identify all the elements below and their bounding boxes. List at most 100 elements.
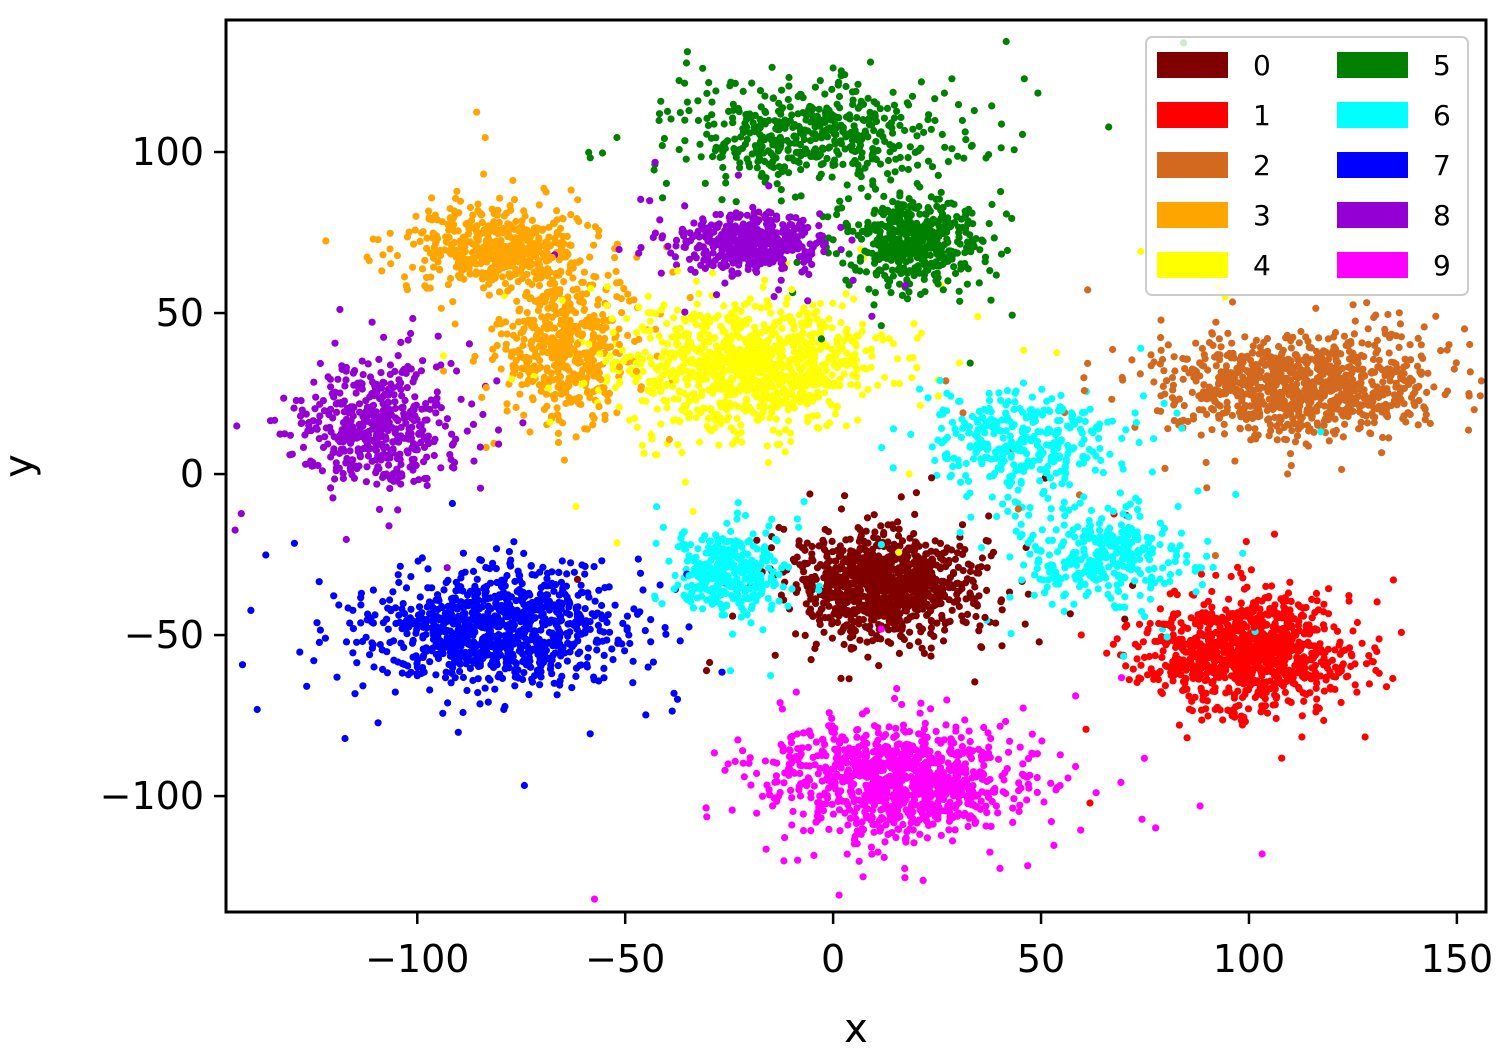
data-point-1 [1197,684,1205,692]
data-point-4 [811,353,819,361]
data-point-3 [428,214,436,222]
data-point-0 [978,554,987,562]
data-point-5 [786,103,794,111]
data-point-3 [567,241,575,250]
data-point-0 [906,628,914,636]
data-point-3 [572,433,580,441]
data-point-1 [1358,639,1366,647]
data-point-1 [1168,669,1176,677]
data-point-6 [1057,391,1065,399]
data-point-6 [1045,551,1053,559]
data-point-4 [806,345,814,353]
data-point-2 [1197,431,1205,439]
data-point-2 [1109,345,1117,354]
data-point-2 [1381,325,1389,333]
data-point-3 [393,252,401,260]
data-point-4 [714,311,722,320]
data-point-2 [1384,310,1392,319]
data-point-1 [1345,592,1353,600]
data-point-1 [1077,631,1085,639]
data-point-2 [1231,457,1239,465]
data-point-2 [1460,325,1469,333]
data-point-2 [1215,380,1223,388]
data-point-3 [540,184,548,192]
data-point-3 [378,267,386,275]
data-point-2 [1477,377,1485,385]
data-point-4 [587,284,595,292]
data-point-2 [1189,412,1197,420]
data-point-4 [874,381,882,389]
data-point-1 [1294,683,1303,691]
data-point-1 [1348,652,1356,660]
data-point-3 [440,246,449,254]
data-point-3 [540,323,548,331]
data-point-3 [604,397,612,405]
data-point-2 [1407,356,1415,364]
data-point-0 [953,598,961,606]
data-point-1 [1240,585,1248,593]
data-point-4 [653,451,661,459]
data-point-2 [1351,317,1359,325]
data-point-3 [523,309,531,317]
data-point-4 [773,440,782,449]
data-point-2 [1157,346,1165,354]
data-point-2 [1320,382,1328,390]
data-point-1 [1263,709,1272,717]
data-point-3 [481,134,489,142]
data-point-1 [1271,601,1279,609]
data-point-1 [1321,648,1329,657]
data-point-4 [727,383,735,391]
data-point-0 [828,537,836,546]
data-point-0 [886,545,894,553]
data-point-2 [1312,304,1320,312]
data-point-3 [529,396,537,404]
data-point-2 [1286,376,1295,384]
data-point-4 [714,345,722,353]
data-point-2 [1363,419,1372,427]
data-point-1 [1286,606,1294,614]
data-point-0 [997,598,1005,606]
data-point-3 [554,438,563,447]
data-point-6 [1117,521,1125,529]
data-point-0 [837,674,845,683]
data-point-3 [571,259,579,267]
data-point-0 [807,656,815,664]
data-point-4 [794,378,803,386]
data-point-3 [543,402,551,410]
data-point-0 [966,567,975,576]
data-point-4 [829,356,837,364]
data-point-1 [1335,669,1343,677]
data-point-3 [498,273,507,281]
data-point-3 [409,263,417,271]
data-point-0 [888,521,896,529]
data-point-0 [939,637,948,645]
data-point-3 [513,297,521,305]
data-point-0 [926,607,935,615]
data-point-5 [835,92,844,101]
data-point-1 [1201,677,1209,685]
data-point-2 [1234,402,1242,410]
data-point-3 [561,317,569,325]
data-point-2 [1248,349,1257,357]
data-point-0 [884,553,892,561]
data-point-7 [384,625,392,633]
data-point-1 [1254,596,1262,605]
data-point-7 [407,573,415,581]
data-point-3 [502,345,510,353]
data-point-4 [781,390,790,399]
data-point-2 [1378,449,1386,457]
data-point-1 [1197,706,1206,714]
data-point-0 [873,535,882,543]
data-point-2 [1339,412,1347,420]
data-point-4 [663,404,671,412]
data-point-2 [1170,417,1178,425]
data-point-3 [416,237,424,245]
data-point-3 [549,303,557,311]
data-point-1 [1373,598,1381,606]
data-point-1 [1235,701,1243,710]
data-point-4 [439,352,448,360]
data-point-4 [508,375,516,383]
data-point-4 [612,384,620,392]
data-point-1 [1375,635,1383,643]
data-point-2 [1230,354,1238,362]
